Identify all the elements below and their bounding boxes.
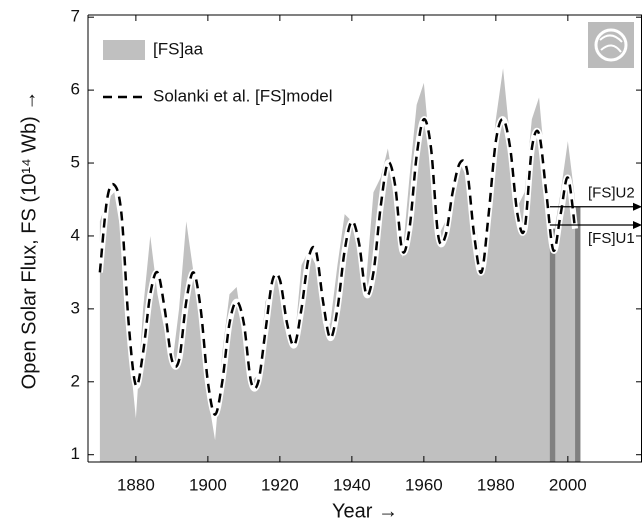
y-axis-label: Open Solar Flux, FS (10¹⁴ Wb) → [18,91,40,390]
legend-label: Solanki et al. [FS]model [153,86,333,105]
x-axis-label: Year → [332,500,398,522]
x-tick-label: 1880 [117,475,155,494]
y-tick-label: 7 [71,7,80,26]
band [549,228,556,462]
y-tick-label: 4 [71,225,80,244]
y-tick-label: 3 [71,298,80,317]
area [99,68,576,462]
arrow-head [633,202,642,211]
x-tick-label: 1920 [261,475,299,494]
legend-label: [FS]aa [153,39,204,58]
y-tick-label: 5 [71,153,80,172]
y-tick-label: 1 [71,444,80,463]
arrow-head [633,221,642,230]
y-tick-label: 2 [71,371,80,390]
band [575,206,581,462]
logo [588,22,634,68]
annotation-label: [FS]U2 [588,185,635,202]
y-tick-label: 6 [71,80,80,99]
legend-swatch [103,40,145,60]
x-tick-label: 1940 [333,475,371,494]
annotation-label: [FS]U1 [588,230,635,247]
x-tick-label: 2000 [549,475,587,494]
x-tick-label: 1900 [189,475,227,494]
line [98,117,577,416]
x-tick-label: 1960 [405,475,443,494]
x-tick-label: 1980 [477,475,515,494]
